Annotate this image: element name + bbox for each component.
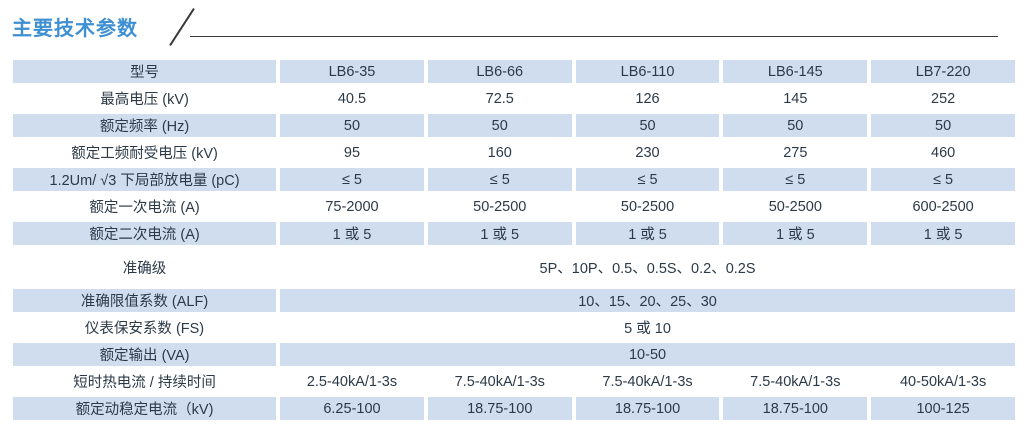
row-label: 额定工频耐受电压 (kV) xyxy=(13,141,277,164)
table-row: 准确级 5P、10P、0.5、0.5S、0.2、0.2S xyxy=(13,249,1015,285)
row-label: 额定二次电流 (A) xyxy=(13,222,277,245)
row-label: 额定一次电流 (A) xyxy=(13,195,277,218)
cell-value: 7.5-40kA/1-3s xyxy=(723,370,868,393)
cell-value: 1 或 5 xyxy=(280,222,424,245)
table-header-row: 型号 LB6-35 LB6-66 LB6-110 LB6-145 LB7-220 xyxy=(13,60,1015,83)
cell-value: 7.5-40kA/1-3s xyxy=(575,370,720,393)
row-label: 最高电压 (kV) xyxy=(13,87,277,110)
cell-value: 145 xyxy=(723,87,868,110)
cell-value: 6.25-100 xyxy=(280,397,424,420)
table-row: 短时热电流 / 持续时间 2.5-40kA/1-3s 7.5-40kA/1-3s 7.… xyxy=(13,370,1015,393)
table-row: 准确限值系数 (ALF) 10、15、20、25、30 xyxy=(13,289,1015,312)
cell-value: 75-2000 xyxy=(280,195,424,218)
table-row: 额定输出 (VA) 10-50 xyxy=(13,343,1015,366)
table-row: 额定工频耐受电压 (kV) 95 160 230 275 460 xyxy=(13,141,1015,164)
cell-value: 18.75-100 xyxy=(723,397,868,420)
row-label: 额定输出 (VA) xyxy=(13,343,277,366)
cell-value: ≤ 5 xyxy=(575,168,720,191)
row-span-value: 10、15、20、25、30 xyxy=(280,289,1015,312)
cell-value: 1 或 5 xyxy=(723,222,868,245)
row-span-value: 10-50 xyxy=(280,343,1015,366)
table-body: 型号 LB6-35 LB6-66 LB6-110 LB6-145 LB7-220 最高电压 … xyxy=(13,60,1015,420)
cell-value: 160 xyxy=(427,141,572,164)
cell-value: 7.5-40kA/1-3s xyxy=(427,370,572,393)
header-label: 型号 xyxy=(13,60,277,83)
table-row: 仪表保安系数 (FS) 5 或 10 xyxy=(13,316,1015,339)
model-header: LB7-220 xyxy=(871,60,1015,83)
cell-value: ≤ 5 xyxy=(280,168,424,191)
cell-value: 50 xyxy=(427,114,572,137)
cell-value: ≤ 5 xyxy=(871,168,1015,191)
cell-value: 1 或 5 xyxy=(575,222,720,245)
cell-value: 50 xyxy=(280,114,424,137)
cell-value: 460 xyxy=(871,141,1015,164)
cell-value: 126 xyxy=(575,87,720,110)
cell-value: 50-2500 xyxy=(723,195,868,218)
parameters-table: 型号 LB6-35 LB6-66 LB6-110 LB6-145 LB7-220 最高电压 … xyxy=(9,56,1019,424)
cell-value: 1 或 5 xyxy=(427,222,572,245)
cell-value: 2.5-40kA/1-3s xyxy=(280,370,424,393)
table-row: 额定频率 (Hz) 50 50 50 50 50 xyxy=(13,114,1015,137)
cell-value: 275 xyxy=(723,141,868,164)
cell-value: 50 xyxy=(723,114,868,137)
cell-value: 40-50kA/1-3s xyxy=(871,370,1015,393)
row-label: 额定频率 (Hz) xyxy=(13,114,277,137)
cell-value: ≤ 5 xyxy=(427,168,572,191)
table-row: 最高电压 (kV) 40.5 72.5 126 145 252 xyxy=(13,87,1015,110)
cell-value: 18.75-100 xyxy=(575,397,720,420)
cell-value: 18.75-100 xyxy=(427,397,572,420)
cell-value: 40.5 xyxy=(280,87,424,110)
cell-value: 50 xyxy=(575,114,720,137)
row-label: 短时热电流 / 持续时间 xyxy=(13,370,277,393)
page-header: 主要技术参数 xyxy=(0,0,1028,56)
row-span-value: 5P、10P、0.5、0.5S、0.2、0.2S xyxy=(280,249,1015,285)
cell-value: 50 xyxy=(871,114,1015,137)
model-header: LB6-66 xyxy=(427,60,572,83)
page-title: 主要技术参数 xyxy=(12,18,138,40)
cell-value: 252 xyxy=(871,87,1015,110)
model-header: LB6-110 xyxy=(575,60,720,83)
slash-decoration xyxy=(169,8,195,46)
row-label: 仪表保安系数 (FS) xyxy=(13,316,277,339)
cell-value: 72.5 xyxy=(427,87,572,110)
row-label: 准确限值系数 (ALF) xyxy=(13,289,277,312)
cell-value: 50-2500 xyxy=(575,195,720,218)
cell-value: 50-2500 xyxy=(427,195,572,218)
model-header: LB6-145 xyxy=(723,60,868,83)
row-label: 准确级 xyxy=(13,249,277,285)
cell-value: 1 或 5 xyxy=(871,222,1015,245)
row-span-value: 5 或 10 xyxy=(280,316,1015,339)
cell-value: 95 xyxy=(280,141,424,164)
cell-value: 600-2500 xyxy=(871,195,1015,218)
table-row: 1.2Um/ √3 下局部放电量 (pC) ≤ 5 ≤ 5 ≤ 5 ≤ 5 ≤ 5 xyxy=(13,168,1015,191)
cell-value: 100-125 xyxy=(871,397,1015,420)
cell-value: ≤ 5 xyxy=(723,168,868,191)
row-label: 额定动稳定电流（kV) xyxy=(13,397,277,420)
row-label: 1.2Um/ √3 下局部放电量 (pC) xyxy=(13,168,277,191)
table-row: 额定动稳定电流（kV) 6.25-100 18.75-100 18.75-100 18.… xyxy=(13,397,1015,420)
model-header: LB6-35 xyxy=(280,60,424,83)
horizontal-rule xyxy=(190,36,998,37)
table-row: 额定一次电流 (A) 75-2000 50-2500 50-2500 50-2500 60… xyxy=(13,195,1015,218)
cell-value: 230 xyxy=(575,141,720,164)
